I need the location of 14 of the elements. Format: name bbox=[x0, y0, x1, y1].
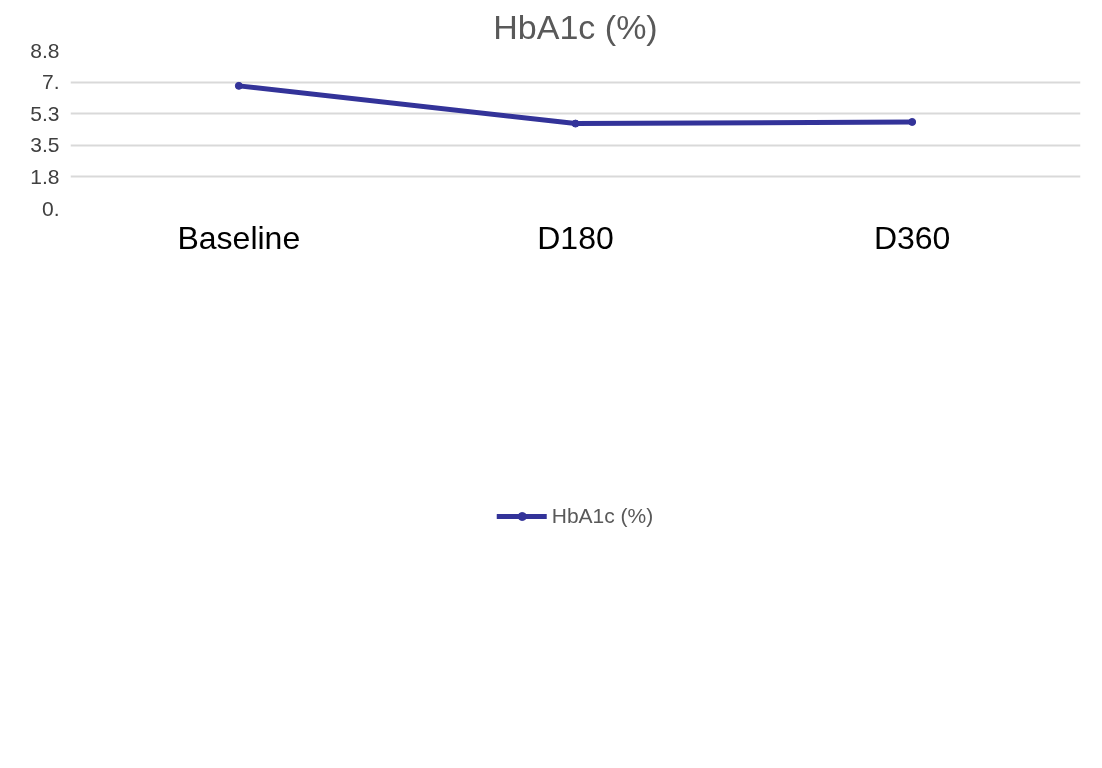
point bbox=[234, 81, 243, 90]
y-tick-label: 1.8 bbox=[30, 164, 60, 188]
y-tick-label: 3.5 bbox=[30, 133, 60, 157]
chart-title: HbA1c (%) bbox=[493, 7, 658, 46]
legend-label: HbA1c (%) bbox=[551, 504, 654, 528]
y-tick-label: 7. bbox=[41, 70, 60, 94]
x-tick-label: D180 bbox=[537, 219, 614, 256]
y-tick-label: 0. bbox=[41, 196, 60, 220]
y-tick-label: 8.8 bbox=[30, 38, 60, 62]
point bbox=[571, 119, 580, 128]
x-tick-label: D360 bbox=[873, 219, 951, 256]
x-tick-label: Baseline bbox=[177, 219, 301, 256]
y-tick-label: 5.3 bbox=[30, 101, 60, 125]
point bbox=[908, 117, 917, 126]
